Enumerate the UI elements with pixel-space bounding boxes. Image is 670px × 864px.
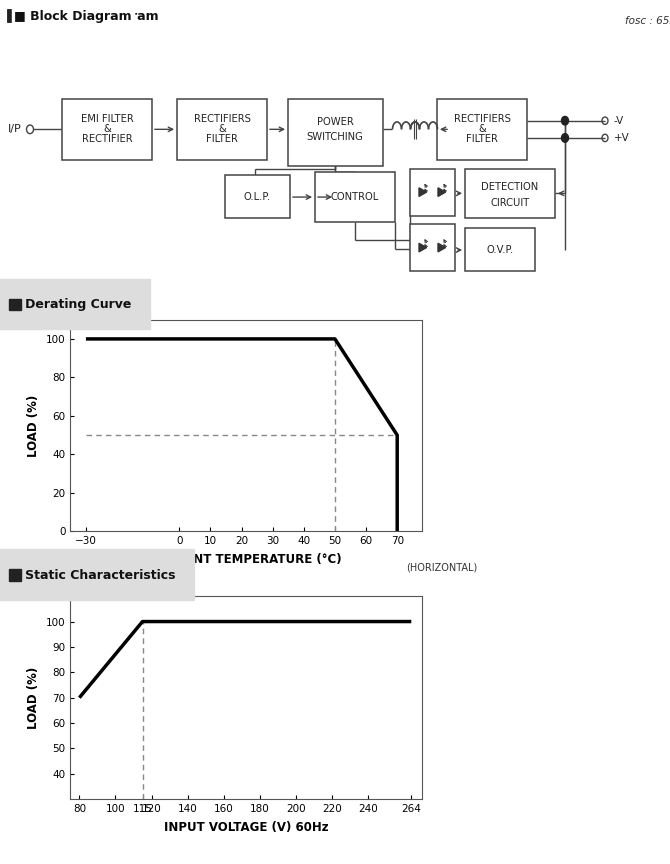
Text: FILTER: FILTER [466,134,498,144]
X-axis label: AMBIENT TEMPERATURE (°C): AMBIENT TEMPERATURE (°C) [151,553,342,566]
Text: EMI FILTER: EMI FILTER [80,114,133,124]
Text: CONTROL: CONTROL [331,192,379,202]
Bar [177,98,267,160]
Y-axis label: LOAD (%): LOAD (%) [27,666,40,729]
Text: ■ Derating Curve: ■ Derating Curve [9,297,131,311]
X-axis label: INPUT VOLTAGE (V) 60Hz: INPUT VOLTAGE (V) 60Hz [164,821,328,834]
Text: fosc : 65KHz: fosc : 65KHz [625,16,670,26]
Text: CIRCUIT: CIRCUIT [490,198,529,208]
Bar [288,98,383,166]
Bar [465,168,555,218]
Text: ■ Block Diagram: ■ Block Diagram [14,10,131,22]
Text: RECTIFIERS: RECTIFIERS [454,114,511,124]
Text: &: & [478,124,486,134]
Text: &: & [218,124,226,134]
Text: ■ Block Diagram: ■ Block Diagram [41,10,159,22]
Text: +V: +V [614,133,630,143]
Bar [8,10,18,22]
Bar [225,175,290,218]
Text: FILTER: FILTER [206,134,238,144]
Text: -V: -V [614,116,624,125]
Polygon shape [438,244,446,252]
Bar [8,10,18,22]
Bar [410,224,455,271]
Bar [62,98,152,160]
Text: I/P: I/P [8,124,22,134]
Text: (HORIZONTAL): (HORIZONTAL) [407,562,478,572]
Polygon shape [438,187,446,196]
Text: O.L.P.: O.L.P. [243,192,271,202]
Text: DETECTION: DETECTION [481,182,539,192]
Circle shape [561,134,569,143]
Bar [465,228,535,271]
Text: &: & [103,124,111,134]
Bar [437,98,527,160]
Text: RECTIFIERS: RECTIFIERS [194,114,251,124]
Circle shape [561,117,569,125]
Bar [410,168,455,215]
Bar [315,173,395,222]
Text: ■ Static Characteristics: ■ Static Characteristics [9,568,176,581]
Y-axis label: LOAD (%): LOAD (%) [27,394,40,457]
Text: O.V.P.: O.V.P. [486,245,514,255]
Polygon shape [419,187,427,196]
Text: SWITCHING: SWITCHING [307,131,363,142]
Text: RECTIFIER: RECTIFIER [82,134,132,144]
Text: POWER: POWER [317,117,353,127]
Polygon shape [419,244,427,252]
